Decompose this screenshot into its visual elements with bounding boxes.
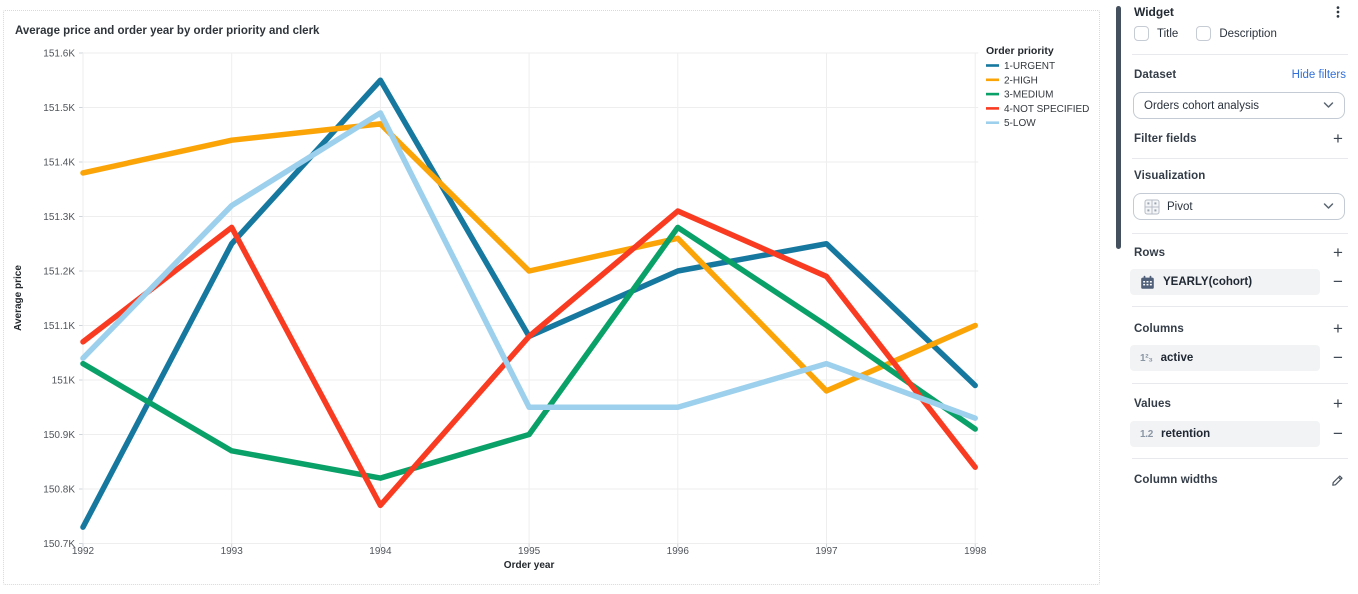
series-line-4-not-specified[interactable] — [80, 208, 978, 509]
description-checkbox[interactable] — [1196, 26, 1212, 41]
row-field-label: YEARLY(cohort) — [1163, 276, 1253, 288]
series-line-5-low[interactable] — [80, 110, 978, 421]
dataset-select-value: Orders cohort analysis — [1144, 99, 1260, 112]
divider — [1132, 306, 1348, 307]
svg-text:1995: 1995 — [518, 546, 541, 557]
svg-text:151.4K: 151.4K — [43, 158, 75, 169]
chart-title: Average price and order year by order pr… — [15, 25, 320, 37]
svg-text:151.3K: 151.3K — [43, 212, 75, 223]
legend-item-5-low[interactable]: 5-LOW — [986, 118, 1036, 129]
x-axis: 1992 1993 1994 1995 1996 1997 1998 — [72, 53, 987, 557]
svg-text:150.8K: 150.8K — [43, 485, 75, 496]
calendar-icon — [1140, 275, 1155, 290]
series-lines — [80, 77, 978, 530]
divider — [1132, 158, 1348, 159]
add-value-field-button[interactable]: + — [1333, 394, 1343, 413]
columns-heading: Columns — [1134, 323, 1184, 335]
legend-item-4-not-specified[interactable]: 4-NOT SPECIFIED — [986, 104, 1089, 115]
svg-text:1996: 1996 — [667, 546, 690, 557]
divider — [1132, 383, 1348, 384]
chart-widget-card[interactable]: 150.7K 150.8K 150.9K 151K 151.1K 151.2K 151.3K… — [3, 10, 1100, 585]
column-widths-heading: Column widths — [1134, 474, 1218, 486]
chevron-down-icon — [1323, 201, 1334, 213]
value-field-label: retention — [1161, 428, 1211, 440]
kebab-menu-icon[interactable] — [1330, 4, 1346, 20]
svg-text:4-NOT SPECIFIED: 4-NOT SPECIFIED — [1004, 104, 1089, 115]
legend-item-1-urgent[interactable]: 1-URGENT — [986, 61, 1055, 72]
svg-text:150.9K: 150.9K — [43, 430, 75, 441]
visualization-select[interactable]: Pivot — [1133, 193, 1345, 220]
description-checkbox-label: Description — [1219, 27, 1277, 40]
panel-scrollbar[interactable] — [1116, 6, 1121, 249]
integer-field-icon: 1²₃ — [1140, 352, 1153, 364]
edit-column-widths-icon[interactable] — [1330, 472, 1346, 488]
series-line-3-medium[interactable] — [80, 224, 978, 481]
title-checkbox[interactable] — [1134, 26, 1149, 41]
svg-text:5-LOW: 5-LOW — [1004, 118, 1036, 129]
hide-filters-link[interactable]: Hide filters — [1291, 69, 1346, 81]
y-axis-title: Average price — [13, 265, 24, 331]
divider — [1132, 54, 1348, 55]
visualization-select-value: Pivot — [1167, 200, 1193, 213]
svg-text:1994: 1994 — [369, 546, 392, 557]
svg-text:151K: 151K — [52, 376, 76, 387]
dataset-heading: Dataset — [1134, 69, 1177, 81]
svg-text:1993: 1993 — [221, 546, 244, 557]
svg-text:2-HIGH: 2-HIGH — [1004, 75, 1038, 86]
remove-column-field-button[interactable]: − — [1333, 348, 1343, 367]
column-field-chip[interactable]: 1²₃ active — [1130, 345, 1320, 371]
legend-title: Order priority — [986, 45, 1054, 57]
svg-text:151.1K: 151.1K — [43, 321, 75, 332]
divider — [1132, 458, 1348, 459]
visualization-heading: Visualization — [1134, 170, 1206, 182]
values-heading: Values — [1134, 398, 1172, 410]
svg-text:1997: 1997 — [815, 546, 838, 557]
filter-fields-heading: Filter fields — [1134, 133, 1197, 145]
value-field-chip[interactable]: 1.2 retention — [1130, 421, 1320, 447]
title-checkbox-label: Title — [1157, 27, 1179, 40]
pivot-icon — [1144, 199, 1160, 215]
divider — [1132, 233, 1348, 234]
svg-text:1992: 1992 — [72, 546, 95, 557]
svg-text:151.2K: 151.2K — [43, 267, 75, 278]
svg-text:151.6K: 151.6K — [43, 49, 75, 60]
column-field-label: active — [1160, 352, 1194, 364]
widget-config-panel: Widget Title Description Dataset Hide fi… — [1122, 0, 1358, 594]
row-field-chip[interactable]: YEARLY(cohort) — [1130, 269, 1320, 295]
remove-value-field-button[interactable]: − — [1333, 424, 1343, 443]
add-row-field-button[interactable]: + — [1333, 243, 1343, 262]
svg-text:1-URGENT: 1-URGENT — [1004, 61, 1055, 72]
svg-text:1998: 1998 — [964, 546, 987, 557]
series-line-2-high[interactable] — [80, 121, 978, 394]
legend-item-3-medium[interactable]: 3-MEDIUM — [986, 90, 1053, 101]
svg-text:150.7K: 150.7K — [43, 539, 75, 550]
widget-options: Title Description — [1134, 26, 1295, 41]
legend-item-2-high[interactable]: 2-HIGH — [986, 75, 1038, 86]
dataset-select[interactable]: Orders cohort analysis — [1133, 92, 1345, 119]
svg-text:3-MEDIUM: 3-MEDIUM — [1004, 90, 1053, 101]
chevron-down-icon — [1323, 100, 1334, 112]
chart-legend: Order priority 1-URGENT 2-HIGH 3-MEDIUM 4-NO… — [986, 45, 1089, 129]
panel-title: Widget — [1134, 5, 1174, 19]
decimal-field-icon: 1.2 — [1140, 428, 1154, 440]
add-filter-field-button[interactable]: + — [1333, 129, 1343, 148]
add-column-field-button[interactable]: + — [1333, 319, 1343, 338]
svg-text:151.5K: 151.5K — [43, 103, 75, 114]
line-chart: 150.7K 150.8K 150.9K 151K 151.1K 151.2K 151.3K… — [13, 25, 1089, 571]
y-axis: 150.7K 150.8K 150.9K 151K 151.1K 151.2K 151.3K… — [43, 49, 979, 550]
rows-heading: Rows — [1134, 247, 1166, 259]
remove-row-field-button[interactable]: − — [1333, 272, 1343, 291]
x-axis-title: Order year — [504, 560, 555, 571]
